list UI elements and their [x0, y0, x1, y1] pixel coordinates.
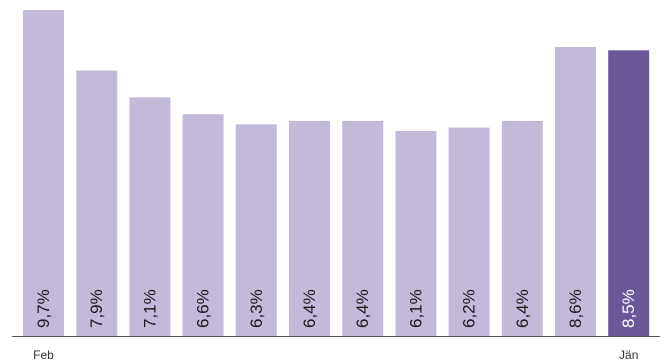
bar-3 [129, 97, 171, 337]
data-label-7: 6,4% [353, 289, 372, 328]
x-tick-labels-group: Feb Jän [33, 348, 638, 362]
bar-5 [235, 124, 277, 336]
bar-11 [555, 47, 596, 336]
data-label-2: 7,9% [87, 289, 106, 328]
bar-1 [23, 10, 64, 336]
data-label-12: 8,5% [619, 289, 638, 328]
data-labels-group: 9,7% 7,9% 7,1% 6,6% 6,3% 6,4% 6,4% 6,1% 6,2% 6,4%… [34, 289, 638, 328]
bar-9 [448, 127, 490, 336]
x-tick-label-1: Feb [33, 348, 54, 362]
bar-2 [76, 70, 118, 336]
bar-4 [182, 114, 224, 336]
data-label-11: 8,6% [566, 289, 585, 328]
data-label-8: 6,1% [406, 289, 425, 328]
bars-group [23, 10, 650, 337]
data-label-4: 6,6% [194, 289, 213, 328]
x-tick-label-12: Jän [619, 348, 638, 362]
bar-10 [501, 120, 543, 337]
data-label-5: 6,3% [247, 289, 266, 328]
bar-12 [608, 50, 650, 337]
bar-8 [395, 131, 437, 336]
data-label-9: 6,2% [460, 289, 479, 328]
bar-6 [289, 120, 330, 337]
data-label-1: 9,7% [34, 289, 53, 328]
data-label-6: 6,4% [300, 289, 319, 328]
bar-7 [342, 120, 384, 337]
data-label-3: 7,1% [140, 289, 159, 328]
data-label-10: 6,4% [513, 289, 532, 328]
